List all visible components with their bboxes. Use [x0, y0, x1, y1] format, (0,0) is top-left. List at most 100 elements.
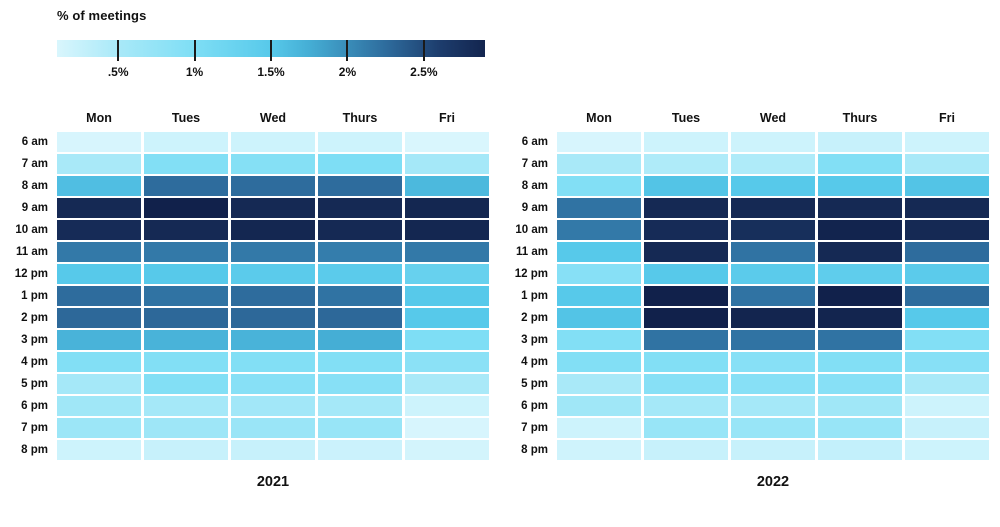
heatmap-row: 7 am: [8, 154, 494, 174]
hour-label: 4 pm: [521, 356, 548, 368]
heatmap-cell: [57, 308, 141, 328]
heatmap-cell: [818, 176, 902, 196]
heatmap-cell: [57, 198, 141, 218]
heatmap-cell: [144, 396, 228, 416]
heatmap-row: 1 pm: [508, 286, 994, 306]
heatmap-cell: [231, 330, 315, 350]
heatmap-cell: [731, 286, 815, 306]
heatmap-cell: [818, 198, 902, 218]
heatmap-row: 8 am: [508, 176, 994, 196]
day-header: Tues: [171, 111, 201, 125]
heatmap-cell: [731, 176, 815, 196]
day-header: Wed: [259, 111, 287, 125]
heatmap-cell: [231, 154, 315, 174]
hour-label: 4 pm: [21, 356, 48, 368]
heatmap-row: 7 pm: [8, 418, 494, 438]
day-header: Wed: [759, 111, 787, 125]
heatmap-cell: [644, 220, 728, 240]
hour-label: 7 pm: [21, 422, 48, 434]
heatmap-cell: [318, 308, 402, 328]
heatmap-cell: [57, 440, 141, 460]
heatmap-cell: [731, 374, 815, 394]
heatmap-cell: [405, 286, 489, 306]
hour-label: 6 am: [21, 136, 48, 148]
heatmap-row: 12 pm: [8, 264, 494, 284]
day-header: Tues: [671, 111, 701, 125]
heatmap-row: 3 pm: [508, 330, 994, 350]
heatmap-cell: [318, 242, 402, 262]
heatmap-cell: [318, 132, 402, 152]
day-header: Mon: [86, 111, 112, 125]
heatmap-cell: [231, 418, 315, 438]
heatmap-cell: [57, 286, 141, 306]
heatmap-cell: [405, 242, 489, 262]
heatmap-cell: [318, 220, 402, 240]
heatmap-cell: [57, 352, 141, 372]
heatmap-cell: [905, 198, 989, 218]
heatmap-row: 8 pm: [508, 440, 994, 460]
heatmap-cell: [731, 352, 815, 372]
hour-label: 5 pm: [21, 378, 48, 390]
heatmap-row: 11 am: [508, 242, 994, 262]
heatmap-cell: [644, 396, 728, 416]
hour-label: 10 am: [515, 224, 548, 236]
heatmap-cell: [557, 264, 641, 284]
heatmap-cell: [557, 396, 641, 416]
hour-label: 8 am: [21, 180, 48, 192]
heatmap-cell: [405, 176, 489, 196]
heatmap-cell: [57, 418, 141, 438]
heatmap-cell: [905, 264, 989, 284]
heatmap-row: 10 am: [508, 220, 994, 240]
heatmap-cell: [644, 440, 728, 460]
corner-spacer: [508, 108, 554, 128]
heatmap-cell: [557, 154, 641, 174]
heatmap-cell: [144, 132, 228, 152]
heatmap-cell: [405, 352, 489, 372]
heatmap-cell: [318, 440, 402, 460]
heatmap-cell: [231, 308, 315, 328]
heatmap-row: 12 pm: [508, 264, 994, 284]
heatmap-cell: [405, 264, 489, 284]
hour-label: 9 am: [21, 202, 48, 214]
hour-label: 1 pm: [521, 290, 548, 302]
day-header-row: Mon Tues Wed Thurs Fri: [8, 108, 494, 128]
heatmap-cell: [231, 396, 315, 416]
heatmap-cell: [231, 264, 315, 284]
heatmap-cell: [144, 308, 228, 328]
heatmap-cell: [644, 330, 728, 350]
heatmap-cell: [905, 220, 989, 240]
heatmap-cell: [557, 198, 641, 218]
hour-label: 11 am: [16, 246, 48, 258]
heatmap-cell: [644, 154, 728, 174]
hour-label: 7 pm: [521, 422, 548, 434]
heatmap-cell: [557, 374, 641, 394]
legend-tick-label: 2.5%: [410, 65, 438, 79]
heatmap-row: 8 pm: [8, 440, 494, 460]
hour-label: 6 pm: [21, 400, 48, 412]
heatmap-cell: [144, 330, 228, 350]
day-header: Mon: [586, 111, 612, 125]
heatmap-cell: [405, 374, 489, 394]
legend-tick: [346, 40, 349, 61]
heatmap-cell: [731, 154, 815, 174]
heatmap-cell: [57, 396, 141, 416]
heatmap-cell: [818, 440, 902, 460]
corner-spacer: [8, 108, 54, 128]
heatmap-cell: [318, 396, 402, 416]
heatmap-panel-2021: Mon Tues Wed Thurs Fri 6 am 7 am 8 am 9 am 10 am 1…: [8, 108, 494, 490]
heatmap-cell: [57, 220, 141, 240]
heatmap-cell: [144, 352, 228, 372]
heatmap-cell: [818, 132, 902, 152]
heatmap-cell: [231, 176, 315, 196]
heatmap-cell: [144, 154, 228, 174]
legend-title: % of meetings: [57, 8, 147, 23]
heatmap-cell: [905, 352, 989, 372]
heatmap-cell: [405, 418, 489, 438]
heatmap-cell: [144, 264, 228, 284]
heatmap-cell: [557, 132, 641, 152]
heatmap-cell: [818, 352, 902, 372]
heatmap-cell: [731, 132, 815, 152]
hour-label: 7 am: [521, 158, 548, 170]
heatmap-cell: [144, 418, 228, 438]
heatmap-cell: [144, 176, 228, 196]
